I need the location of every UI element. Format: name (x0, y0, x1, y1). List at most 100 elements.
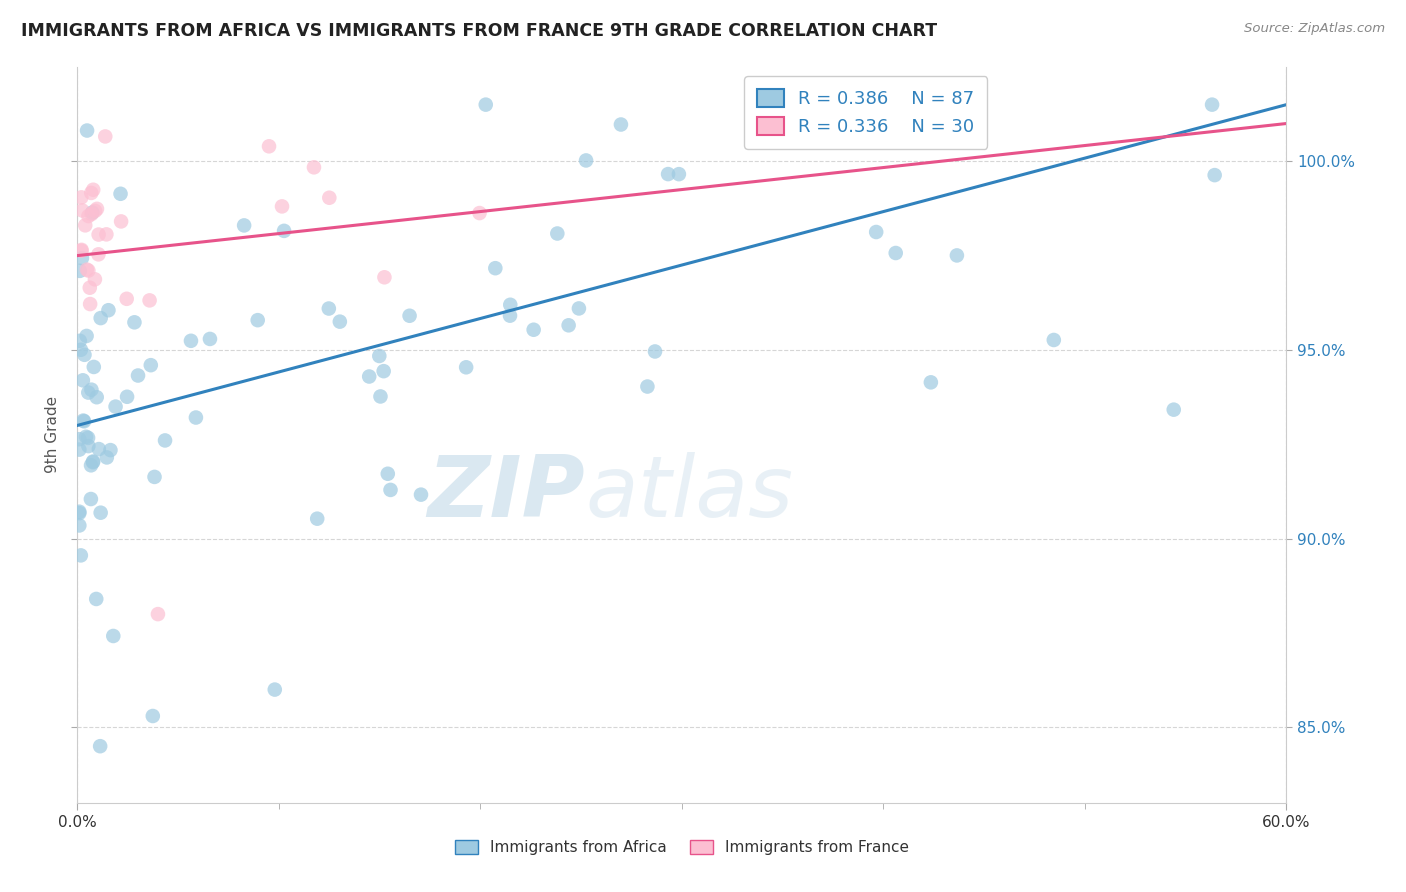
Point (180, 334, 202, 348)
Point (110, 214, 132, 228)
Point (75, 219, 97, 233)
Point (86, 202, 108, 216)
Point (920, 376, 942, 390)
Point (82, 205, 104, 219)
Point (70, 190, 93, 204)
Point (153, 434, 176, 448)
Point (1043, 333, 1066, 347)
Point (865, 225, 887, 239)
Text: Source: ZipAtlas.com: Source: ZipAtlas.com (1244, 22, 1385, 36)
Point (70, 243, 93, 257)
Point (368, 349, 391, 363)
Point (87, 247, 110, 261)
Point (143, 470, 166, 484)
Point (377, 467, 399, 481)
Point (946, 248, 969, 262)
Point (79, 281, 101, 295)
Point (83, 272, 105, 286)
Point (110, 186, 132, 201)
Point (468, 206, 491, 220)
Point (124, 315, 146, 329)
Point (1201, 97, 1223, 112)
Point (82, 455, 104, 469)
Point (1204, 168, 1226, 182)
Point (90, 311, 112, 326)
Point (370, 389, 392, 403)
Point (100, 443, 122, 458)
Point (409, 488, 432, 502)
Point (96, 450, 118, 465)
Point (80, 207, 103, 221)
Point (257, 139, 280, 153)
Point (70, 244, 93, 258)
Point (484, 261, 506, 276)
Point (69, 264, 91, 278)
Y-axis label: 9th Grade: 9th Grade (45, 396, 60, 474)
Point (668, 167, 690, 181)
Point (72, 373, 94, 387)
Point (644, 344, 666, 359)
Point (474, 97, 496, 112)
Point (271, 199, 294, 213)
Legend: Immigrants from Africa, Immigrants from France: Immigrants from Africa, Immigrants from … (449, 834, 915, 862)
Point (76, 123, 98, 137)
Point (557, 318, 579, 333)
Point (499, 298, 522, 312)
Point (67, 505, 90, 519)
Point (318, 191, 340, 205)
Point (72, 413, 94, 427)
Point (70, 343, 93, 357)
Point (359, 369, 381, 384)
Point (884, 246, 907, 260)
Point (90, 506, 112, 520)
Point (398, 309, 420, 323)
Point (83, 359, 105, 374)
Point (86, 390, 108, 404)
Point (127, 368, 149, 383)
Point (373, 364, 395, 378)
Point (77, 431, 100, 445)
Point (79, 297, 101, 311)
Point (263, 682, 285, 697)
Point (80, 186, 103, 200)
Point (96, 227, 118, 242)
Text: atlas: atlas (585, 452, 793, 535)
Point (77, 209, 100, 223)
Point (499, 309, 522, 323)
Point (610, 118, 633, 132)
Point (97, 303, 120, 318)
Point (82, 454, 104, 468)
Point (77, 385, 100, 400)
Point (142, 709, 165, 723)
Point (246, 313, 269, 327)
Point (657, 167, 679, 181)
Point (302, 161, 325, 175)
Point (198, 332, 221, 346)
Point (139, 358, 162, 372)
Point (80, 458, 103, 473)
Point (76, 262, 98, 277)
Point (115, 390, 138, 404)
Point (233, 219, 256, 233)
Point (77, 439, 100, 453)
Point (329, 315, 352, 329)
Point (80, 383, 103, 397)
Point (69, 334, 91, 348)
Point (87, 442, 110, 456)
Point (70, 251, 93, 265)
Point (73, 348, 96, 362)
Text: IMMIGRANTS FROM AFRICA VS IMMIGRANTS FROM FRANCE 9TH GRADE CORRELATION CHART: IMMIGRANTS FROM AFRICA VS IMMIGRANTS FRO… (21, 22, 938, 40)
Point (77, 263, 100, 277)
Point (138, 293, 160, 308)
Point (575, 153, 598, 168)
Point (76, 329, 98, 343)
Point (373, 270, 395, 285)
Point (546, 227, 568, 241)
Point (523, 323, 546, 337)
Point (84, 591, 107, 606)
Point (115, 292, 138, 306)
Point (94, 129, 117, 144)
Point (69, 549, 91, 563)
Point (318, 301, 340, 316)
Point (456, 360, 478, 375)
